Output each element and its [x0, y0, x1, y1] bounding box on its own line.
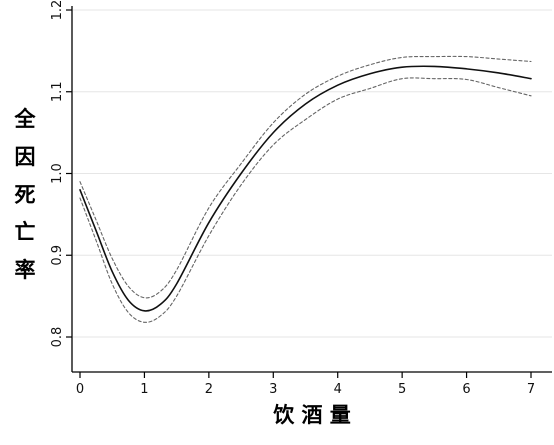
x-tick-label-0: 0 [76, 382, 84, 397]
y-tick-label-3: 1.1 [50, 81, 65, 102]
y-tick-label-1: 0.9 [50, 245, 65, 266]
x-axis-title: 饮 酒 量 [272, 403, 351, 427]
x-tick-label-7: 7 [527, 382, 535, 397]
y-axis-title-char-1: 全 [14, 107, 36, 131]
series-layer [79, 55, 532, 323]
x-tick-label-4: 4 [334, 382, 342, 397]
x-tick-label-1: 1 [140, 382, 148, 397]
grid-layer [73, 9, 552, 338]
axis-layer: 0 1 2 3 4 5 6 7 0.8 0.9 1.0 1.1 1.2 [50, 0, 552, 397]
series-line-upper-ci [79, 55, 532, 299]
y-axis-title-char-3: 死 [14, 183, 36, 207]
y-axis-title-char-4: 亡 [14, 220, 36, 244]
x-tick-label-2: 2 [205, 382, 213, 397]
series-line-lower-ci [79, 77, 532, 323]
x-tick-label-6: 6 [462, 382, 470, 397]
y-tick-label-4: 1.2 [50, 0, 65, 20]
y-tick-label-0: 0.8 [50, 327, 65, 348]
series-line-estimate [79, 65, 532, 312]
x-tick-label-3: 3 [269, 382, 277, 397]
y-axis-title-char-2: 因 [14, 145, 36, 169]
x-tick-label-5: 5 [398, 382, 406, 397]
y-tick-label-2: 1.0 [50, 163, 65, 184]
y-axis-title-char-5: 率 [14, 258, 36, 282]
